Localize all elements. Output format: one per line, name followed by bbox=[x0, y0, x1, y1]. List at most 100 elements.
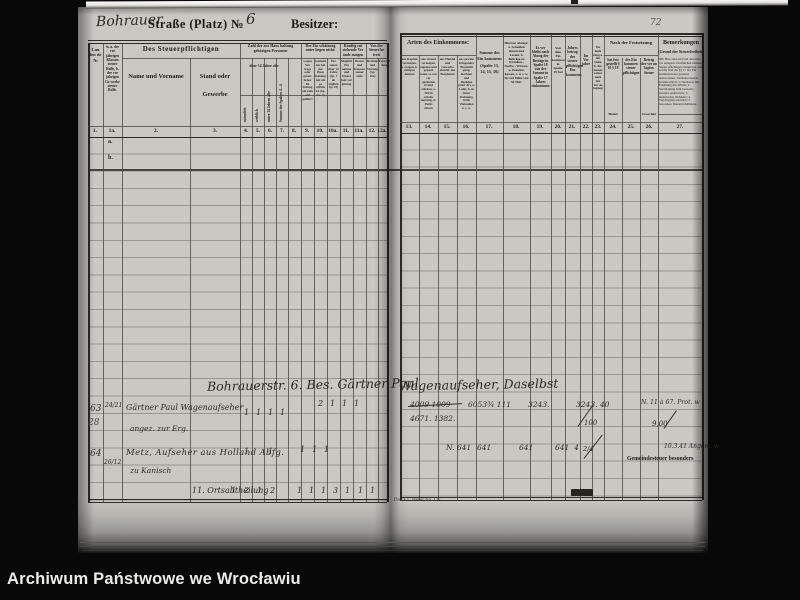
r64-amount-e: 4 bbox=[574, 443, 579, 452]
r64-printed-note: Gemeindesteuer besonders bbox=[627, 456, 694, 462]
row64-prev-no: 26/12 bbox=[104, 459, 122, 466]
table-rule-vertical bbox=[580, 33, 581, 500]
column-number: 15. bbox=[443, 123, 451, 130]
col-festgestellt: hat fest gestellt § 18 § 19 bbox=[606, 58, 620, 71]
dense-header-cell: Rechnung und Vierung (Sp. 10a) bbox=[367, 60, 378, 79]
table-rule-vertical bbox=[88, 43, 90, 502]
row64-note: zu Kanisch bbox=[130, 466, 172, 475]
page-edge-bottom bbox=[78, 498, 708, 553]
tally-mark: 1 bbox=[244, 408, 250, 417]
table-rule-vertical bbox=[301, 43, 302, 502]
tally-mark: 1 bbox=[324, 445, 330, 454]
tally-mark: 1 bbox=[268, 447, 274, 456]
table-rule-horizontal bbox=[400, 36, 702, 37]
r64-amount-f: 2/4 bbox=[583, 445, 594, 453]
table-rule-horizontal bbox=[88, 126, 387, 127]
summary-value: 1 bbox=[370, 486, 376, 495]
summary-value: 1 bbox=[358, 486, 364, 495]
binding-gutter bbox=[374, 7, 408, 553]
table-rule-vertical bbox=[604, 33, 605, 500]
summary-value: 1 bbox=[257, 486, 263, 495]
table-rule-vertical bbox=[264, 58, 265, 502]
row-letter-b: b. bbox=[108, 155, 113, 161]
page-edge-top bbox=[78, 7, 708, 15]
subgroup-over-14: über 14 Jahre alte bbox=[249, 64, 279, 68]
column-number: 26. bbox=[645, 123, 653, 130]
table-rule-vertical bbox=[640, 58, 641, 500]
col-laufende-no: Lau fen de № bbox=[89, 47, 102, 63]
row-letter-a: a. bbox=[108, 139, 113, 145]
group-taxpayer: Des Steuerpflichtigen bbox=[142, 45, 220, 53]
table-rule-vertical bbox=[252, 58, 253, 502]
col-bemerkungen-sub: (Grund der Steuerfreiheit) bbox=[658, 49, 704, 54]
column-number: 4. bbox=[243, 127, 249, 134]
dark-scan-band bbox=[88, 169, 702, 172]
summary-value: 1 bbox=[231, 486, 237, 495]
table-rule-vertical bbox=[622, 58, 623, 500]
dense-header-cell: Besatz und Klassen steuer stufe bbox=[354, 60, 365, 79]
row63-number: 63 bbox=[90, 404, 102, 414]
column-number: 8. bbox=[291, 127, 297, 134]
col-thaler: Thaler bbox=[607, 112, 619, 116]
table-rule-vertical bbox=[592, 33, 593, 500]
r63-remark2: 9,00 bbox=[652, 420, 668, 428]
r63-remark: N. 11 à 67. Prot. w bbox=[641, 399, 700, 406]
column-number: 24. bbox=[609, 123, 617, 130]
table-rule-vertical bbox=[103, 43, 104, 502]
summary-value: 1 bbox=[345, 486, 351, 495]
table-rule-vertical bbox=[476, 33, 477, 500]
column-number: 2. bbox=[153, 127, 159, 134]
col-stand-gewerbe: Stand oder Gewerbe bbox=[199, 73, 231, 98]
table-rule-vertical bbox=[503, 33, 504, 500]
table-rule-vertical bbox=[276, 58, 277, 502]
column-number: 20. bbox=[554, 123, 562, 130]
column-number: 27. bbox=[676, 123, 684, 130]
column-number: 22. bbox=[582, 123, 590, 130]
table-rule-vertical bbox=[327, 58, 328, 502]
tally-mark: 1 bbox=[268, 408, 274, 417]
col-income-sum: Summe des Ein kommens (Spalte 13, 14, 15… bbox=[477, 50, 502, 74]
summary-value: 1 bbox=[309, 486, 315, 495]
group-festsetzung: Nach der Festsetzung bbox=[609, 40, 653, 45]
column-number: 11. bbox=[342, 127, 350, 134]
table-rule-vertical bbox=[122, 43, 123, 502]
col-steuerpflichtigen: des Ein kommen steuer pflichtigen bbox=[623, 58, 640, 75]
table-rule-vertical bbox=[457, 55, 458, 500]
col-tax-free: Von dem Ein kommen in Spalte 19 frei bbox=[552, 46, 565, 75]
archive-watermark: Archiwum Państwowe we Wrocławiu bbox=[7, 570, 301, 588]
column-number: 21. bbox=[568, 123, 576, 130]
dense-header-cell: wegen Ver trags oder gesetz licher Be fr… bbox=[302, 60, 313, 101]
table-rule-horizontal bbox=[658, 114, 702, 115]
col-bemerkungen-title: Bemerkungen bbox=[663, 40, 699, 46]
table-rule-vertical bbox=[288, 58, 289, 502]
column-number: 16. bbox=[462, 123, 470, 130]
tally-mark: 1 bbox=[312, 445, 318, 454]
column-number: 3. bbox=[212, 127, 218, 134]
column-number: 6. bbox=[267, 127, 273, 134]
summary-value: 1 bbox=[321, 486, 327, 495]
dense-header-cell: aus gewinn bringender Beschäfti gung, Re… bbox=[458, 58, 475, 110]
column-number: 12. bbox=[368, 127, 376, 134]
table-rule-vertical bbox=[190, 58, 191, 502]
table-rule-horizontal bbox=[400, 122, 702, 123]
column-number: 9. bbox=[304, 127, 310, 134]
dense-header-cell: Per sonen über 14 Jahre (Sp. 7 ab züglic… bbox=[328, 60, 339, 90]
summary-label: 11. Ortsabtheilung bbox=[192, 486, 269, 495]
col-prev-roll-no: № a. der vor jährigen Klassen steuer Rol… bbox=[105, 45, 120, 93]
dense-header-cell: aus Kapital vermögen, a. ewigen, b. zeit… bbox=[401, 58, 418, 77]
column-number: 25. bbox=[627, 123, 635, 130]
table-rule-horizontal bbox=[400, 132, 702, 134]
col-name-vorname: Name und Vorname bbox=[128, 73, 184, 80]
summary-value: 1 bbox=[297, 486, 303, 495]
col-bemerkungen-nb: NB. Hier sind auch bei den einer ver anl… bbox=[659, 58, 703, 107]
tally-mark: 2 bbox=[318, 399, 324, 408]
row63-prev-no: 24/21 bbox=[105, 402, 123, 409]
row64-number: 64 bbox=[90, 449, 102, 459]
row64-name: Metz, Aufseher aus Holland Abfg. bbox=[126, 448, 285, 458]
tally-mark: 1 bbox=[244, 447, 250, 456]
r63-amount-a2: 4671. 1382. bbox=[410, 414, 456, 423]
table-rule-vertical bbox=[438, 55, 439, 500]
